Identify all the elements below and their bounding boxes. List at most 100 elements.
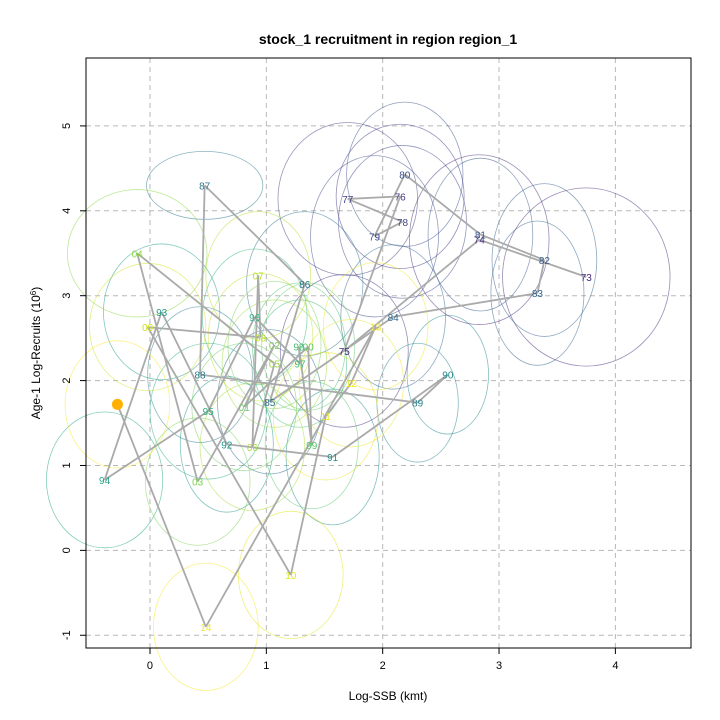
ellipse-81 — [427, 157, 534, 312]
ellipse-01 — [191, 342, 297, 471]
point-label-85: 85 — [264, 398, 276, 409]
path-segment — [136, 252, 276, 365]
ellipse-04 — [66, 189, 208, 318]
point-label-76: 76 — [395, 192, 407, 203]
point-label-77: 77 — [342, 195, 354, 206]
point-label-09: 09 — [142, 323, 154, 334]
y-axis-label-close: ) — [29, 287, 43, 291]
path-segment — [257, 275, 262, 338]
point-label-86: 86 — [299, 280, 311, 291]
path-segment — [226, 443, 333, 458]
ellipse-84 — [340, 244, 446, 390]
ellipse-08 — [207, 273, 314, 402]
point-labels: 73 74 75 76 77 78 79 80 81 82 83 84 85 86 87 88 89 90 91 92… — [99, 170, 592, 633]
path-segment — [536, 259, 546, 294]
ellipse-73 — [502, 187, 671, 367]
point-label-08: 08 — [255, 333, 267, 344]
point-label-79: 79 — [369, 232, 381, 243]
path-segment — [268, 283, 306, 403]
path-segment — [350, 325, 377, 384]
ellipse-75 — [279, 274, 409, 428]
point-label-14: 14 — [200, 623, 212, 634]
point-label-03: 03 — [192, 478, 204, 489]
path-segment — [196, 344, 276, 483]
y-tick-label: -1 — [61, 630, 73, 640]
highlight-marker — [111, 398, 123, 410]
y-tick-label: 0 — [61, 547, 73, 553]
point-label-10: 10 — [285, 571, 297, 582]
path-segment — [480, 233, 545, 261]
point-label-94: 94 — [99, 476, 111, 487]
point-label-07: 07 — [253, 271, 265, 282]
x-tick-label: 3 — [496, 660, 502, 672]
path-segment — [136, 253, 199, 482]
x-tick-label: 1 — [263, 660, 269, 672]
point-label-90: 90 — [442, 371, 454, 382]
y-axis-label-sup: 6 — [29, 290, 38, 295]
path-segment — [393, 292, 538, 318]
ellipse-78 — [338, 145, 467, 299]
ellipse-90 — [406, 314, 489, 435]
point-label-73: 73 — [581, 273, 593, 284]
point-label-99: 99 — [306, 441, 318, 452]
ellipse-91 — [285, 388, 380, 526]
path-segment — [404, 173, 481, 236]
path-segment — [332, 373, 449, 458]
ellipse-86 — [246, 211, 364, 357]
point-label-78: 78 — [397, 218, 409, 229]
point-label-80: 80 — [399, 170, 411, 181]
point-label-13: 13 — [370, 322, 382, 333]
chart-title: stock_1 recruitment in region region_1 — [259, 31, 518, 47]
path-segment — [160, 311, 228, 445]
ellipse-82 — [491, 183, 598, 337]
point-label-11: 11 — [320, 412, 331, 423]
ellipse-11 — [272, 352, 379, 481]
path-segment — [146, 326, 292, 576]
ellipse-94 — [46, 411, 164, 549]
path-segment — [104, 410, 209, 481]
point-label-92: 92 — [221, 440, 233, 451]
path-segment — [254, 316, 301, 365]
path-segment — [205, 325, 377, 628]
path-segment — [374, 221, 403, 238]
point-label-12: 12 — [346, 379, 358, 390]
path-segment — [116, 404, 207, 628]
path-segment — [289, 416, 327, 576]
point-label-02: 02 — [269, 341, 281, 352]
ellipse-79 — [310, 155, 439, 318]
point-label-01: 01 — [239, 403, 251, 414]
ellipse-93 — [103, 243, 221, 381]
path-segment — [478, 238, 587, 278]
point-label-06: 06 — [247, 443, 259, 454]
point-label-84: 84 — [388, 313, 400, 324]
ellipse-07 — [205, 211, 311, 340]
point-label-82: 82 — [539, 256, 551, 267]
point-label-83: 83 — [532, 289, 544, 300]
ellipse-10 — [238, 510, 344, 640]
uncertainty-ellipses — [46, 101, 671, 691]
x-tick-label: 2 — [380, 660, 386, 672]
highlight-point — [111, 398, 123, 410]
path-segment — [373, 173, 406, 237]
ellipse-76 — [335, 123, 465, 269]
path-segment — [251, 363, 276, 448]
time-series-path — [103, 173, 587, 628]
x-axis-label: Log-SSB (kmt) — [349, 689, 428, 703]
ellipse-15 — [64, 340, 171, 469]
ellipse-02 — [227, 280, 322, 410]
path-segment — [298, 346, 313, 446]
point-label-97: 97 — [295, 360, 307, 371]
path-segment — [147, 326, 261, 339]
ellipse-83 — [490, 220, 585, 366]
ellipse-09 — [89, 263, 207, 392]
y-tick-label: 2 — [61, 378, 73, 384]
point-label-98: 98 — [293, 343, 305, 354]
x-axis: 0 1 2 3 4 — [147, 648, 618, 672]
point-label-04: 04 — [132, 249, 144, 260]
point-label-05: 05 — [269, 360, 281, 371]
point-label-95: 95 — [203, 407, 215, 418]
y-axis-label-main: Age-1 Log-Recruits (10 — [29, 295, 43, 419]
path-segment — [347, 198, 403, 223]
point-label-96: 96 — [249, 313, 261, 324]
